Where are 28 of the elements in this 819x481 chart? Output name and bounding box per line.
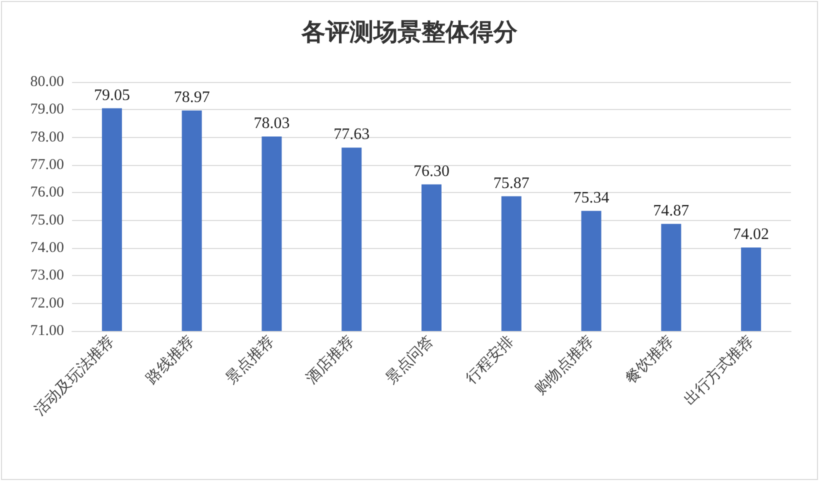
data-label: 79.05	[94, 86, 130, 104]
data-label: 76.30	[414, 162, 450, 180]
y-tick-label: 75.00	[30, 212, 64, 228]
y-tick-label: 80.00	[30, 74, 64, 90]
data-label: 78.03	[254, 115, 290, 132]
x-tick-label: 餐饮推荐	[622, 332, 677, 388]
y-tick-label: 76.00	[30, 184, 64, 201]
x-tick-label: 景点推荐	[222, 332, 278, 388]
x-tick-label: 出行方式推荐	[681, 332, 757, 408]
y-tick-label: 77.00	[30, 157, 64, 173]
y-tick-label: 79.00	[30, 102, 64, 118]
data-label: 74.02	[733, 226, 770, 243]
x-tick-label: 景点问答	[382, 332, 438, 388]
y-tick-label: 73.00	[30, 268, 64, 284]
x-tick-label: 购物点推荐	[532, 332, 597, 398]
y-tick-label: 78.00	[30, 129, 64, 146]
y-tick-label: 71.00	[30, 323, 64, 339]
data-label: 74.87	[653, 202, 690, 220]
x-tick-label: 酒店推荐	[302, 332, 358, 388]
data-label: 78.97	[174, 88, 210, 106]
chart-title: 各评测场景整体得分	[300, 19, 518, 46]
y-tick-label: 74.00	[30, 240, 64, 256]
data-label: 77.63	[334, 126, 370, 144]
x-tick-label: 路线推荐	[143, 332, 198, 388]
data-label: 75.87	[493, 174, 530, 192]
data-label: 75.34	[573, 189, 610, 206]
x-tick-label: 行程安排	[462, 332, 518, 388]
y-tick-label: 72.00	[30, 295, 64, 312]
